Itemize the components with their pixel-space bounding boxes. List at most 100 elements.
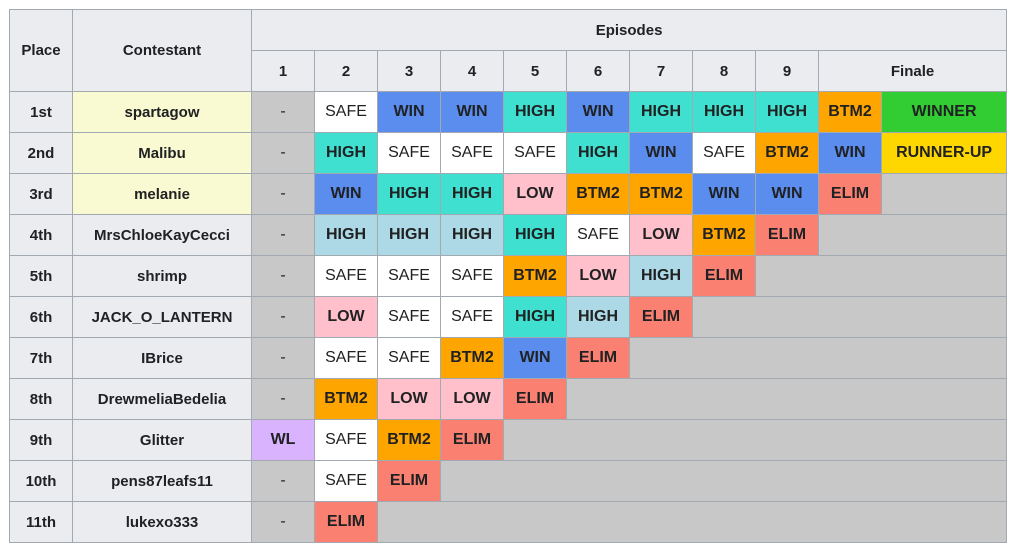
- result-cell: SAFE: [566, 214, 630, 256]
- result-cell: HIGH: [314, 214, 378, 256]
- contestant-name: Glitter: [72, 419, 252, 461]
- result-cell: -: [251, 132, 315, 174]
- episodes-header: Episodes: [250, 9, 1008, 51]
- result-cell: ELIM: [377, 460, 441, 502]
- contestant-row: 6th JACK_O_LANTERN - LOW SAFE SAFE HIGH HIGH ELI…: [9, 296, 1008, 338]
- empty-fill: [817, 214, 1008, 256]
- episode-number: 4: [440, 50, 504, 92]
- result-cell: -: [251, 173, 315, 215]
- contestant-name: DrewmeliaBedelia: [72, 378, 252, 420]
- empty-fill: [754, 255, 1008, 297]
- result-cell: -: [251, 501, 315, 543]
- result-cell: LOW: [503, 173, 567, 215]
- contestant-name: MrsChloeKayCecci: [72, 214, 252, 256]
- result-cell: -: [251, 214, 315, 256]
- result-cell: -: [251, 460, 315, 502]
- result-cell: SAFE: [440, 132, 504, 174]
- place: 2nd: [9, 132, 73, 174]
- empty-fill: [565, 378, 1008, 420]
- place: 6th: [9, 296, 73, 338]
- result-cell: BTM2: [692, 214, 756, 256]
- result-cell: SAFE: [440, 296, 504, 338]
- place: 9th: [9, 419, 73, 461]
- result-cell: SAFE: [440, 255, 504, 297]
- result-cell: LOW: [440, 378, 504, 420]
- result-cell: ELIM: [566, 337, 630, 379]
- result-cell: WIN: [818, 132, 882, 174]
- empty-fill: [880, 173, 1008, 215]
- result-cell: SAFE: [377, 296, 441, 338]
- result-cell: BTM2: [440, 337, 504, 379]
- result-cell: SAFE: [692, 132, 756, 174]
- contestant-row: 8th DrewmeliaBedelia - BTM2 LOW LOW ELIM: [9, 378, 1008, 420]
- empty-fill: [628, 337, 1008, 379]
- result-cell: BTM2: [629, 173, 693, 215]
- result-cell: ELIM: [314, 501, 378, 543]
- empty-fill: [376, 501, 1008, 543]
- episode-number: 2: [314, 50, 378, 92]
- result-cell: ELIM: [818, 173, 882, 215]
- result-cell: ELIM: [503, 378, 567, 420]
- result-cell: SAFE: [314, 91, 378, 133]
- result-cell: SAFE: [377, 132, 441, 174]
- contestant-name: spartagow: [72, 91, 252, 133]
- place: 4th: [9, 214, 73, 256]
- result-cell: WIN: [377, 91, 441, 133]
- place: 8th: [9, 378, 73, 420]
- result-cell: WL: [251, 419, 315, 461]
- empty-fill: [691, 296, 1008, 338]
- result-cell: -: [251, 91, 315, 133]
- contestant-row: 10th pens87leafs11- SAFE ELIM: [9, 460, 1008, 502]
- finale-header: Finale: [817, 50, 1008, 92]
- episode-number: 7: [629, 50, 693, 92]
- episode-number: 3: [377, 50, 441, 92]
- place: 1st: [9, 91, 73, 133]
- result-cell: WIN: [629, 132, 693, 174]
- contestant-row: 11th lukexo333- ELIM: [9, 501, 1008, 543]
- contestant-row: 1st spartagow - SAFE WIN WIN HIGH WIN HIGH HIGH HI…: [9, 91, 1008, 133]
- result-cell: -: [251, 337, 315, 379]
- result-cell: ELIM: [692, 255, 756, 297]
- result-cell: BTM2: [755, 132, 819, 174]
- contestant-name: lukexo333: [72, 501, 252, 543]
- contestant-name: melanie: [72, 173, 252, 215]
- result-cell: SAFE: [314, 337, 378, 379]
- empty-fill: [439, 460, 1008, 502]
- contestant-name: IBrice: [72, 337, 252, 379]
- result-cell: BTM2: [314, 378, 378, 420]
- result-cell: WIN: [503, 337, 567, 379]
- contestant-name: JACK_O_LANTERN: [72, 296, 252, 338]
- result-cell: SAFE: [314, 419, 378, 461]
- episode-number: 1: [251, 50, 315, 92]
- place: 11th: [9, 501, 73, 543]
- result-cell: BTM2: [503, 255, 567, 297]
- result-cell: LOW: [629, 214, 693, 256]
- place: 10th: [9, 460, 73, 502]
- episode-number: 9: [755, 50, 819, 92]
- result-cell: WIN: [440, 91, 504, 133]
- result-cell: HIGH: [566, 132, 630, 174]
- result-cell: HIGH: [629, 91, 693, 133]
- result-cell: -: [251, 296, 315, 338]
- result-cell: SAFE: [503, 132, 567, 174]
- result-cell: SAFE: [314, 255, 378, 297]
- result-cell: HIGH: [755, 91, 819, 133]
- result-cell: ELIM: [440, 419, 504, 461]
- result-cell: HIGH: [377, 173, 441, 215]
- result-cell: SAFE: [377, 255, 441, 297]
- contestant-name: Malibu: [72, 132, 252, 174]
- episode-number: 6: [566, 50, 630, 92]
- result-cell: HIGH: [503, 296, 567, 338]
- result-cell: LOW: [377, 378, 441, 420]
- result-cell: SAFE: [377, 337, 441, 379]
- result-cell: BTM2: [818, 91, 882, 133]
- result-cell: WINNER: [880, 91, 1008, 133]
- results-table: Place Contestant Episodes 1 2 3 4 5 6 7 8 9 Final…: [9, 9, 1008, 543]
- result-cell: HIGH: [503, 214, 567, 256]
- place: 7th: [9, 337, 73, 379]
- result-cell: BTM2: [377, 419, 441, 461]
- result-cell: HIGH: [692, 91, 756, 133]
- contestant-row: 3rd melanie - WIN HIGH HIGH LOW BTM2 BTM2 WIN WIN E…: [9, 173, 1008, 215]
- result-cell: HIGH: [314, 132, 378, 174]
